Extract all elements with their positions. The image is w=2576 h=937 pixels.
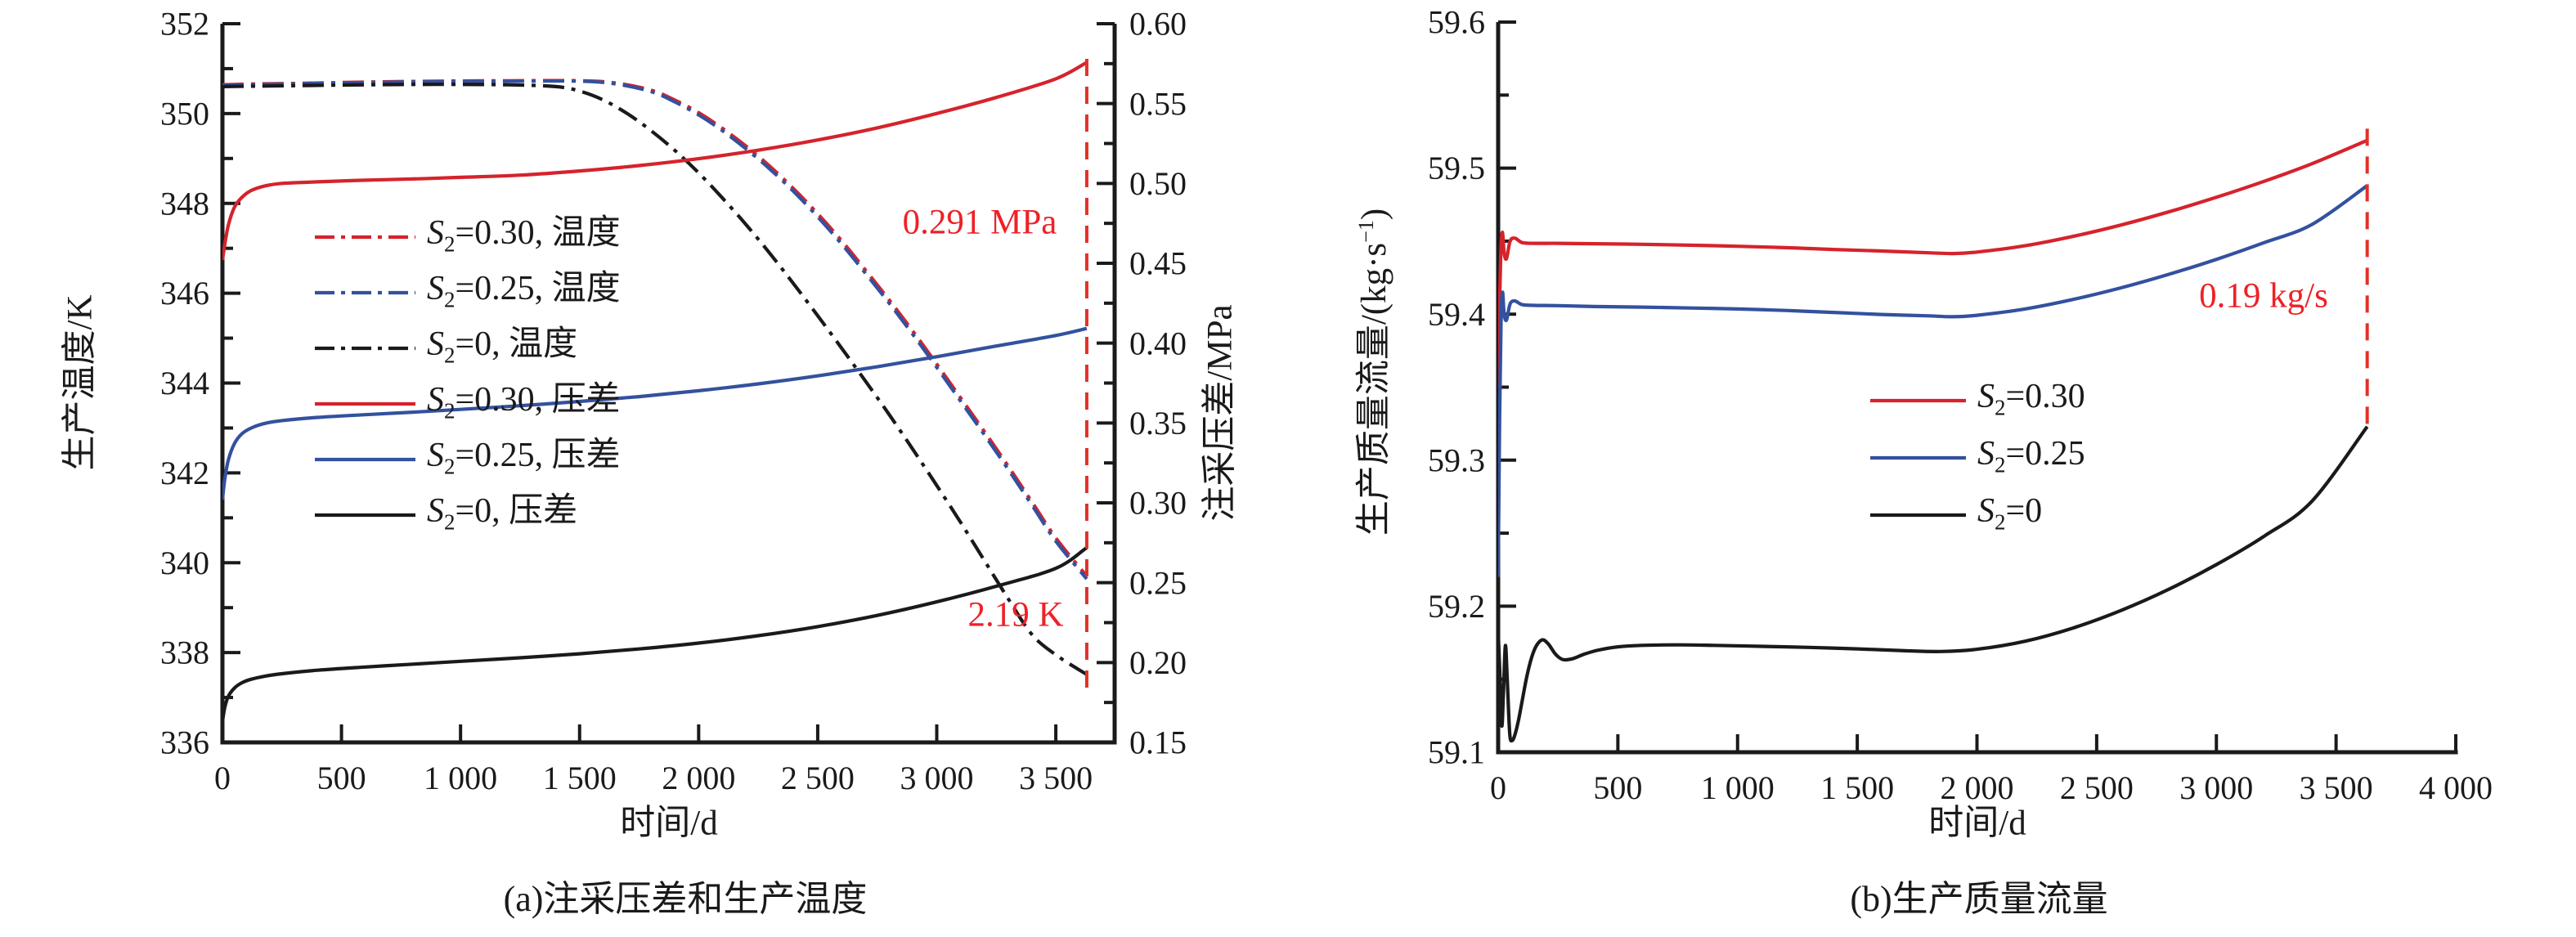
caption-panel-b: (b)生产质量流量 <box>1850 879 2108 919</box>
svg-text:0: 0 <box>214 760 231 796</box>
legend-label-s0-pressure: S2=0, 压差 <box>427 491 578 535</box>
svg-text:0: 0 <box>1490 769 1506 806</box>
svg-text:0.50: 0.50 <box>1129 165 1187 202</box>
y-axis-label-pressure-difference: 注采压差/MPa <box>1200 304 1240 522</box>
svg-text:2 500: 2 500 <box>2060 769 2134 806</box>
svg-text:350: 350 <box>160 95 209 132</box>
y-axis-label-temperature: 生产温度/K <box>61 294 100 471</box>
svg-text:3 500: 3 500 <box>1019 760 1093 796</box>
annotation-mass-flow-difference-value: 0.19 kg/s <box>2199 276 2328 316</box>
legend-label-s025-pressure: S2=0.25, 压差 <box>427 436 621 479</box>
legend-label-s0-temperature: S2=0, 温度 <box>427 325 578 368</box>
annotation-pressure-difference-value: 0.291 MPa <box>902 203 1057 242</box>
svg-text:0.30: 0.30 <box>1129 485 1187 522</box>
svg-text:59.2: 59.2 <box>1428 588 1485 625</box>
svg-text:346: 346 <box>160 275 209 312</box>
x-axis-label-time-a: 时间/d <box>620 804 718 843</box>
svg-text:3 000: 3 000 <box>900 760 973 796</box>
y-axis-label-mass-flow: 生产质量流量/(kg·s−1) <box>1353 208 1394 536</box>
annotation-temperature-difference-value: 2.19 K <box>967 595 1064 634</box>
svg-text:1 500: 1 500 <box>543 760 617 796</box>
svg-text:1 000: 1 000 <box>424 760 497 796</box>
svg-text:3 500: 3 500 <box>2300 769 2373 806</box>
svg-text:0.55: 0.55 <box>1129 85 1187 122</box>
svg-text:0.25: 0.25 <box>1129 564 1187 601</box>
svg-text:0.40: 0.40 <box>1129 325 1187 361</box>
legend-label-s030-pressure: S2=0.30, 压差 <box>427 380 621 424</box>
svg-text:0.45: 0.45 <box>1129 245 1187 282</box>
svg-text:352: 352 <box>160 6 209 43</box>
svg-text:1 500: 1 500 <box>1820 769 1894 806</box>
svg-text:59.5: 59.5 <box>1428 150 1485 186</box>
svg-text:2 500: 2 500 <box>781 760 855 796</box>
svg-text:342: 342 <box>160 455 209 491</box>
svg-text:348: 348 <box>160 185 209 222</box>
svg-text:0.60: 0.60 <box>1129 6 1187 43</box>
svg-text:2 000: 2 000 <box>662 760 735 796</box>
legend-label-s0-flow: S2=0 <box>1977 491 2043 535</box>
svg-text:336: 336 <box>160 724 209 761</box>
legend-label-s025-flow: S2=0.25 <box>1977 434 2085 477</box>
svg-text:59.4: 59.4 <box>1428 296 1485 333</box>
svg-text:500: 500 <box>1593 769 1642 806</box>
svg-text:0.35: 0.35 <box>1129 405 1187 442</box>
svg-text:344: 344 <box>160 365 209 401</box>
legend-label-s025-temperature: S2=0.25, 温度 <box>427 269 621 312</box>
svg-text:59.1: 59.1 <box>1428 734 1485 771</box>
svg-text:0.15: 0.15 <box>1129 724 1187 761</box>
legend-label-s030-temperature: S2=0.30, 温度 <box>427 213 621 257</box>
svg-text:4 000: 4 000 <box>2419 769 2493 806</box>
svg-text:338: 338 <box>160 634 209 671</box>
svg-text:1 000: 1 000 <box>1701 769 1775 806</box>
svg-text:340: 340 <box>160 545 209 581</box>
svg-text:2 000: 2 000 <box>1941 769 2014 806</box>
svg-text:59.3: 59.3 <box>1428 442 1485 478</box>
svg-text:3 000: 3 000 <box>2179 769 2253 806</box>
svg-text:500: 500 <box>317 760 366 796</box>
caption-panel-a: (a)注采压差和生产温度 <box>503 879 868 919</box>
x-axis-label-time-b: 时间/d <box>1928 804 2026 843</box>
svg-text:59.6: 59.6 <box>1428 4 1485 41</box>
legend-label-s030-flow: S2=0.30 <box>1977 377 2085 420</box>
svg-text:0.20: 0.20 <box>1129 644 1187 681</box>
